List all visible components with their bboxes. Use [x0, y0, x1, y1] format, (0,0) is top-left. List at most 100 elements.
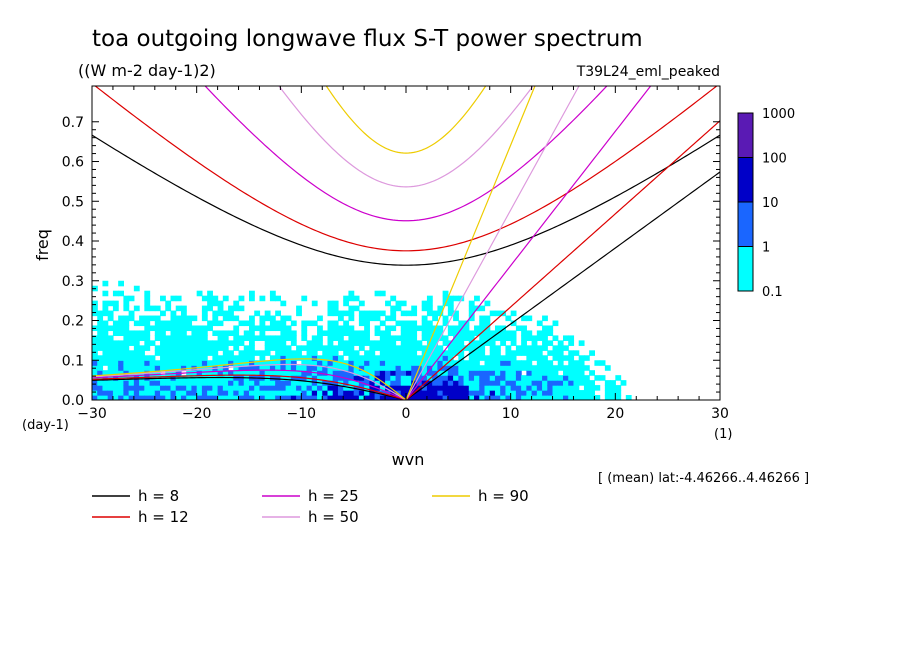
power-cell — [442, 360, 449, 366]
power-cell — [510, 375, 517, 381]
power-cell — [92, 300, 98, 307]
power-cell — [264, 360, 271, 366]
power-cell — [453, 370, 459, 376]
power-cell — [604, 385, 611, 391]
power-cell — [332, 390, 339, 396]
power-cell — [128, 355, 135, 361]
power-cell — [489, 310, 496, 317]
power-cell — [112, 325, 119, 332]
power-cell — [144, 355, 151, 361]
power-cell — [191, 335, 198, 341]
power-cell — [552, 380, 559, 386]
power-cell — [165, 345, 172, 351]
power-cell — [531, 380, 538, 386]
power-cell — [411, 340, 418, 346]
power-cell — [296, 390, 302, 396]
power-cell — [97, 385, 104, 391]
power-cell — [515, 380, 522, 386]
power-cell — [139, 390, 145, 396]
power-cell — [395, 365, 402, 371]
power-cell — [385, 330, 391, 337]
power-cell — [228, 355, 234, 361]
power-cell — [348, 345, 355, 351]
power-cell — [468, 305, 475, 312]
power-cell — [442, 315, 449, 322]
power-cell — [390, 355, 397, 361]
power-cell — [479, 350, 486, 356]
power-cell — [264, 365, 271, 371]
power-cell — [416, 345, 423, 351]
power-cell — [578, 375, 585, 381]
power-cell — [92, 360, 98, 366]
power-cell — [238, 340, 245, 346]
power-cell — [139, 360, 145, 366]
power-cell — [254, 325, 261, 332]
power-cell — [406, 360, 412, 366]
power-cell — [92, 385, 98, 391]
power-cell — [191, 350, 198, 356]
power-cell — [180, 390, 187, 396]
power-cell — [238, 335, 245, 341]
power-cell — [269, 370, 276, 376]
power-cell — [233, 390, 240, 396]
power-cell — [196, 390, 203, 396]
power-cell — [343, 385, 350, 391]
power-cell — [107, 345, 114, 351]
power-cell — [154, 395, 161, 400]
power-cell — [233, 325, 240, 332]
power-cell — [165, 340, 172, 346]
power-cell — [348, 335, 355, 341]
power-cell — [411, 325, 418, 332]
power-cell — [515, 375, 522, 381]
power-cell — [92, 380, 98, 386]
power-cell — [228, 310, 234, 317]
power-cell — [118, 380, 124, 386]
power-cell — [406, 375, 412, 381]
power-cell — [128, 365, 135, 371]
power-cell — [494, 350, 501, 356]
power-cell — [254, 395, 261, 400]
power-cell — [123, 305, 130, 312]
power-cell — [358, 345, 365, 351]
power-cell — [510, 355, 517, 361]
power-cell — [144, 300, 151, 307]
power-cell — [337, 370, 344, 376]
power-cell — [437, 380, 444, 386]
power-cell — [165, 365, 172, 371]
power-cell — [447, 390, 454, 396]
power-cell — [269, 385, 276, 391]
power-cell — [437, 305, 444, 312]
power-cell — [337, 325, 344, 332]
kelvin-curve — [405, 86, 580, 400]
power-cell — [432, 310, 438, 317]
power-cell — [317, 395, 323, 400]
power-cell — [191, 325, 198, 332]
power-cell — [542, 340, 548, 346]
power-cell — [437, 395, 444, 400]
power-cell — [259, 365, 266, 371]
power-cell — [149, 395, 156, 400]
power-cell — [175, 365, 182, 371]
power-cell — [301, 330, 308, 337]
power-cell — [144, 385, 151, 391]
power-cell — [343, 320, 350, 327]
power-cell — [243, 385, 250, 391]
power-cell — [306, 360, 313, 366]
power-cell — [259, 320, 266, 327]
power-cell — [353, 385, 360, 391]
power-cell — [484, 385, 491, 391]
power-cell — [170, 365, 177, 371]
power-cell — [364, 360, 370, 366]
power-cell — [447, 350, 454, 356]
power-cell — [249, 365, 255, 371]
power-cell — [97, 310, 104, 317]
power-cell — [385, 350, 391, 356]
power-cell — [536, 380, 543, 386]
power-cell — [249, 350, 255, 356]
power-cell — [479, 315, 486, 322]
power-cell — [317, 315, 323, 322]
power-cell — [102, 375, 109, 381]
power-cell — [542, 325, 548, 332]
power-cell — [228, 350, 234, 356]
power-cell — [139, 365, 145, 371]
